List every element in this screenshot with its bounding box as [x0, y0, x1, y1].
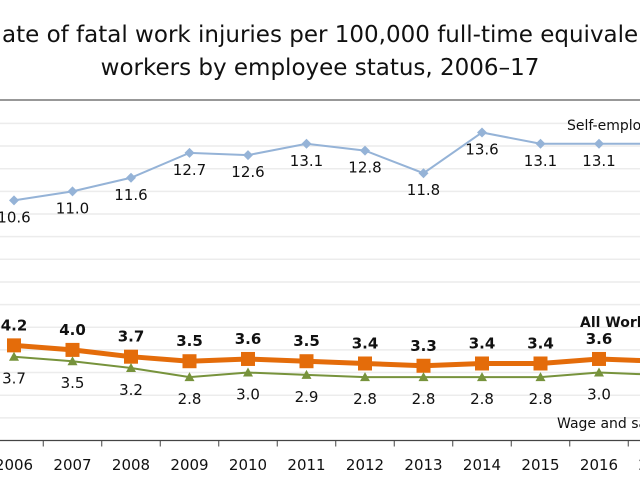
triangle-marker	[9, 351, 19, 361]
data-label: 4.2	[1, 316, 28, 334]
data-label: 13.1	[524, 152, 557, 170]
series-label: Wage and sa	[557, 416, 640, 432]
data-label: 3.3	[410, 337, 437, 355]
x-tick-label: 2012	[346, 456, 384, 474]
data-label: 12.8	[348, 159, 381, 177]
chart-title-line2: workers by employee status, 2006–17	[100, 55, 540, 81]
data-label: 3.4	[527, 334, 554, 352]
data-label: 2.8	[353, 390, 377, 408]
data-label: 11.6	[114, 186, 147, 204]
data-label: 2.8	[412, 390, 436, 408]
data-label: 3.5	[61, 374, 85, 392]
square-marker	[241, 351, 255, 366]
triangle-marker	[126, 363, 136, 373]
data-label: 4.0	[59, 321, 86, 339]
data-label: 13.1	[290, 152, 323, 170]
data-label: 11.8	[407, 181, 440, 199]
data-label: 3.0	[236, 386, 260, 404]
square-marker	[124, 349, 138, 364]
x-tick-label: 2009	[170, 456, 208, 474]
diamond-marker	[67, 186, 78, 197]
data-label: 11.0	[56, 199, 89, 217]
x-tick-label: 2006	[0, 456, 33, 474]
data-label: 3.0	[587, 386, 611, 404]
data-label: 12.7	[173, 161, 206, 179]
x-tick-label: 2010	[229, 456, 267, 474]
diamond-marker	[594, 138, 604, 149]
diamond-marker	[477, 127, 487, 138]
diamond-marker	[9, 195, 19, 206]
triangle-marker	[184, 372, 195, 382]
x-tick-label: 2011	[287, 456, 325, 474]
square-marker	[533, 356, 548, 371]
series-line-1	[13, 342, 640, 369]
diamond-marker	[243, 150, 253, 161]
triangle-marker	[243, 367, 253, 377]
square-marker	[182, 354, 197, 369]
triangle-marker	[477, 372, 487, 382]
triangle-marker	[301, 369, 312, 379]
square-marker	[592, 351, 606, 366]
series-label: Self-emplo	[567, 118, 640, 134]
data-label: 2.8	[529, 390, 553, 408]
data-label: 3.5	[293, 332, 320, 350]
series-label: All Work	[580, 315, 640, 331]
data-label: 13.6	[465, 140, 498, 158]
data-label: 12.6	[231, 163, 264, 181]
x-tick-label: 2007	[53, 456, 91, 474]
diamond-marker	[301, 138, 312, 149]
square-marker	[65, 342, 80, 357]
square-marker	[299, 354, 314, 369]
data-label: 2.9	[295, 388, 319, 406]
diamond-marker	[418, 168, 429, 179]
x-tick-label: 2017	[638, 456, 640, 474]
x-tick-label: 2008	[112, 456, 150, 474]
square-marker	[416, 358, 431, 373]
diamond-marker	[184, 147, 195, 158]
triangle-marker	[418, 372, 429, 382]
data-label: 3.6	[586, 330, 613, 348]
square-marker	[475, 356, 489, 371]
data-label: 3.7	[2, 370, 26, 388]
triangle-marker	[594, 367, 604, 377]
chart-title-line1: ate of fatal work injuries per 100,000 f…	[2, 22, 639, 48]
data-label: 3.2	[119, 381, 143, 399]
data-label: 2.8	[470, 390, 494, 408]
square-marker	[7, 338, 21, 353]
triangle-marker	[535, 372, 546, 382]
x-tick-label: 2015	[521, 456, 559, 474]
diamond-marker	[126, 172, 136, 183]
triangle-marker	[360, 372, 370, 382]
series-line-2	[13, 355, 640, 379]
data-label: 10.6	[0, 208, 31, 226]
x-tick-label: 2014	[463, 456, 501, 474]
diamond-marker	[535, 138, 546, 149]
data-label: 3.4	[469, 334, 496, 352]
data-label: 3.4	[352, 334, 379, 352]
data-label: 3.7	[118, 328, 145, 346]
data-label: 3.5	[176, 332, 203, 350]
square-marker	[358, 356, 372, 371]
data-label: 3.6	[235, 330, 262, 348]
triangle-marker	[67, 356, 78, 366]
x-tick-label: 2013	[404, 456, 442, 474]
data-label: 13.1	[582, 152, 615, 170]
diamond-marker	[360, 145, 370, 156]
data-label: 2.8	[178, 390, 202, 408]
series-line-0	[13, 131, 640, 202]
x-tick-label: 2016	[580, 456, 618, 474]
